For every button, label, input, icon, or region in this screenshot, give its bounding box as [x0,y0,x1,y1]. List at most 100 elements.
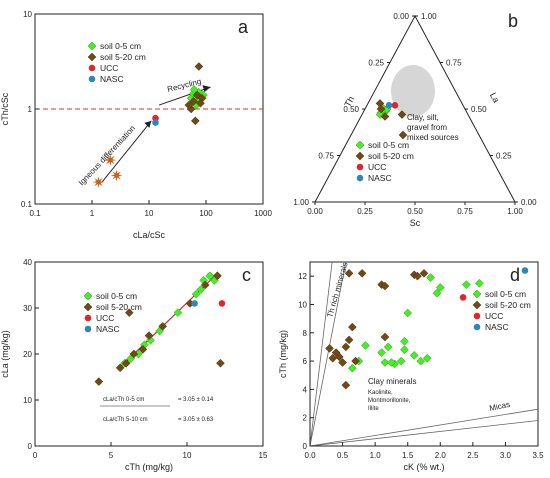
panel-d-point-1-9 [358,269,366,277]
legend-marker-1 [88,53,96,61]
panel-d-ytick-label-0: 0 [303,442,308,451]
panel-c-ytick-label-4: 40 [23,258,32,267]
panel-a-scatter-log: 0.1 1 10 100 1000 0.1 1 10 Igneous differentiat… [0,10,272,240]
panel-c-ratio2-value: = 3.05 ± 0.63 [178,417,214,423]
legend-label-1: soil 5-20 cm [96,302,142,312]
panel-b-left-tick-label-4: 1.00 [293,198,309,207]
legend-marker-3 [85,326,92,333]
panel-d-xlabel: cK (% wt.) [403,462,444,472]
legend-marker-0 [88,42,96,50]
panel-a-xtick-label-3: 100 [199,209,213,218]
panel-b-left-tick-label-0: 0.00 [393,12,409,21]
panel-d-point-0-0 [348,364,356,372]
panel-d-clay-sub2: Montmorillonite, [368,398,411,404]
panel-d-point-0-13 [427,274,435,282]
legend-marker-2 [89,65,96,72]
panel-b-right-tick-label-4: 0.00 [521,198,537,207]
legend-marker-0 [356,141,364,149]
panel-c-xtick-label-0: 0 [33,451,38,460]
panel-b-right-tick-label-3: 0.25 [496,152,512,161]
panel-d-clay-sub1: Kaolinite, [368,390,393,396]
panel-c-point-3-0 [191,300,198,307]
panel-c-xtick-label-3: 15 [259,451,268,460]
panel-a-xtick-label-1: 1 [90,209,95,218]
panel-d-label: d [510,265,520,285]
panel-d-point-1-12 [381,333,389,341]
panel-b-point-2-0 [392,102,399,109]
legend-label-1: soil 5-20 cm [100,52,146,62]
panel-b-right-tick-label-2: 0.50 [471,105,487,114]
panel-a-point-1-3 [191,117,199,125]
legend-label-3: NASC [96,324,120,334]
panel-b-point-1-2 [399,131,407,139]
legend-label-2: UCC [485,311,503,321]
panel-c-ytick-label-1: 10 [23,396,32,405]
legend-label-2: UCC [96,313,114,323]
panel-d-th-rich-line-2 [310,262,332,446]
panel-c-ratio1-label: cLa/cTh 0-5 cm [103,397,144,403]
panel-a-ytick-label-2: 10 [23,10,32,19]
panel-b-ternary: 0.00 0.25 0.50 0.75 1.000.000.250.500.751.00… [293,11,537,228]
panel-d-point-1-0 [326,344,334,352]
panel-d-xtick-label-2: 1.0 [370,451,382,460]
panel-c-ratio-box: cLa/cTh 0-5 cm = 3.05 ± 0.14 cLa/cTh 5-1… [100,397,214,423]
panel-c-point-0-6 [174,309,182,317]
panel-c-xtick-label-1: 5 [109,451,114,460]
panel-a-point-1-0 [195,63,203,71]
panel-a-igneous-arrowhead [144,121,151,128]
panel-b-bottom-tick-label-3: 0.75 [457,207,473,216]
panel-c-frame [35,262,263,446]
panel-a-point-3-0 [152,119,159,126]
panel-d-point-0-10 [410,351,418,359]
panel-a-ytick-label-1: 1 [28,105,33,114]
panel-a-point-4-2 [111,169,123,181]
panel-b-point-3-0 [386,102,393,109]
legend-marker-0 [84,292,92,300]
panel-d-ytick-label-4: 8 [303,329,308,338]
panel-d-point-1-4 [342,381,350,389]
panel-a-xlabel: cLa/cSc [133,230,166,240]
panel-d-ytick-label-3: 6 [303,357,308,366]
panel-b-left-tick-label-3: 0.75 [318,152,334,161]
panel-a-xtick-label-2: 10 [145,209,154,218]
panel-b-annotation-line-3: mixed sources [407,133,459,142]
panel-c-ytick-label-0: 0 [28,442,33,451]
panel-a-ytick-label-0: 0.1 [21,200,33,209]
panel-c-ytick-label-3: 30 [23,304,32,313]
panel-b-legend: soil 0-5 cmsoil 5-20 cmUCCNASC [356,140,414,183]
panel-d-point-0-16 [462,281,470,289]
panel-c-ylabel: cLa (mg/kg) [0,330,10,378]
panel-b-right-tick-label-1: 0.75 [446,59,462,68]
legend-label-0: soil 0-5 cm [368,140,409,150]
panel-d-point-2-0 [460,294,467,301]
legend-marker-2 [474,313,481,320]
panel-b-annotation-line-1: Clay, silt, [407,113,439,122]
panel-b-left-tick-label-1: 0.25 [368,59,384,68]
panel-b-right-axis-title: La [488,91,502,105]
panel-d-point-0-5 [384,343,392,351]
panel-a-recycling-arrowhead [203,85,211,92]
legend-label-1: soil 5-20 cm [368,151,414,161]
panel-b-label: b [508,11,518,31]
panel-d-xtick-label-1: 0.5 [337,451,349,460]
panel-c-ticks: 0 5 10 15 0 10 20 30 40 [23,258,268,460]
panel-c-ytick-label-2: 20 [23,350,32,359]
legend-marker-3 [474,324,481,331]
legend-marker-1 [356,152,364,160]
panel-a-ticks: 0.1 1 10 100 1000 0.1 1 10 [21,10,273,218]
legend-label-3: NASC [485,322,509,332]
panel-d-clay-annotation: Clay minerals [368,377,416,386]
legend-label-2: UCC [100,63,118,73]
panel-a-xtick-label-4: 1000 [254,209,272,218]
panel-c-point-1-0 [95,378,103,386]
legend-marker-1 [84,303,92,311]
panel-d-point-1-16 [342,343,350,351]
legend-label-0: soil 0-5 cm [100,41,141,51]
panel-c-label: c [242,265,251,285]
legend-marker-3 [357,175,364,182]
panel-c-ratio1-value: = 3.05 ± 0.14 [178,397,214,403]
panel-d-point-0-17 [475,279,483,287]
legend-marker-3 [89,76,96,83]
